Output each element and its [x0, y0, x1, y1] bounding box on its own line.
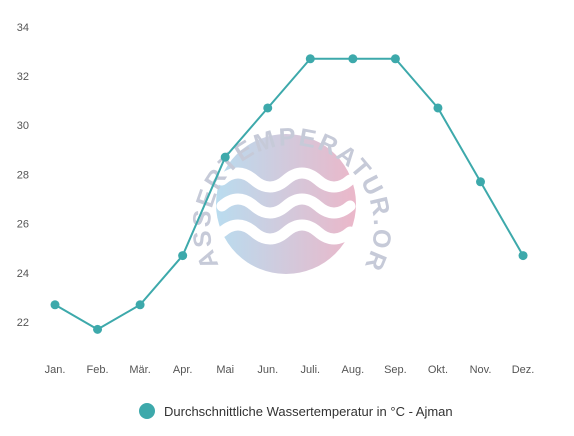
data-point[interactable]: [50, 300, 60, 310]
data-point[interactable]: [433, 103, 443, 113]
legend[interactable]: Durchschnittliche Wassertemperatur in °C…: [139, 403, 453, 419]
x-tick-label: Mär.: [129, 364, 150, 376]
y-tick-label: 30: [17, 120, 29, 132]
data-point[interactable]: [178, 251, 188, 261]
x-tick-label: Okt.: [428, 364, 448, 376]
data-point[interactable]: [93, 324, 103, 334]
y-tick-label: 28: [17, 169, 29, 181]
x-tick-label: Apr.: [173, 364, 193, 376]
x-tick-label: Dez.: [512, 364, 535, 376]
data-point[interactable]: [476, 177, 485, 187]
y-axis: 22 24 26 28 30 32 34: [17, 22, 29, 329]
data-point[interactable]: [135, 300, 145, 310]
y-tick-label: 34: [17, 22, 29, 34]
data-point[interactable]: [263, 103, 273, 113]
y-tick-label: 32: [17, 71, 29, 83]
data-point[interactable]: [390, 54, 400, 64]
data-point[interactable]: [518, 251, 528, 261]
data-point[interactable]: [348, 54, 358, 64]
watermark-waves-icon: [216, 167, 356, 245]
x-tick-label: Feb.: [87, 364, 109, 376]
legend-label[interactable]: Durchschnittliche Wassertemperatur in °C…: [164, 404, 453, 419]
x-tick-label: Jun.: [257, 364, 278, 376]
x-tick-label: Nov.: [470, 364, 492, 376]
x-tick-label: Juli.: [301, 364, 321, 376]
y-tick-label: 22: [17, 317, 29, 329]
x-axis: Jan. Feb. Mär. Apr. Mai Jun. Juli. Aug. Sep. Okt.…: [45, 364, 535, 376]
watermark-logo: WASSERTEMPERATUR.ORG: [0, 0, 394, 276]
x-tick-label: Jan.: [45, 364, 66, 376]
series-layer: [50, 54, 528, 334]
data-point[interactable]: [220, 152, 230, 162]
legend-marker[interactable]: [139, 403, 155, 419]
x-tick-label: Mai: [216, 364, 234, 376]
x-tick-label: Aug.: [342, 364, 365, 376]
x-tick-label: Sep.: [384, 364, 407, 376]
data-point[interactable]: [305, 54, 315, 64]
y-tick-label: 26: [17, 219, 29, 231]
series-line: [54, 57, 524, 331]
y-tick-label: 24: [17, 268, 29, 280]
